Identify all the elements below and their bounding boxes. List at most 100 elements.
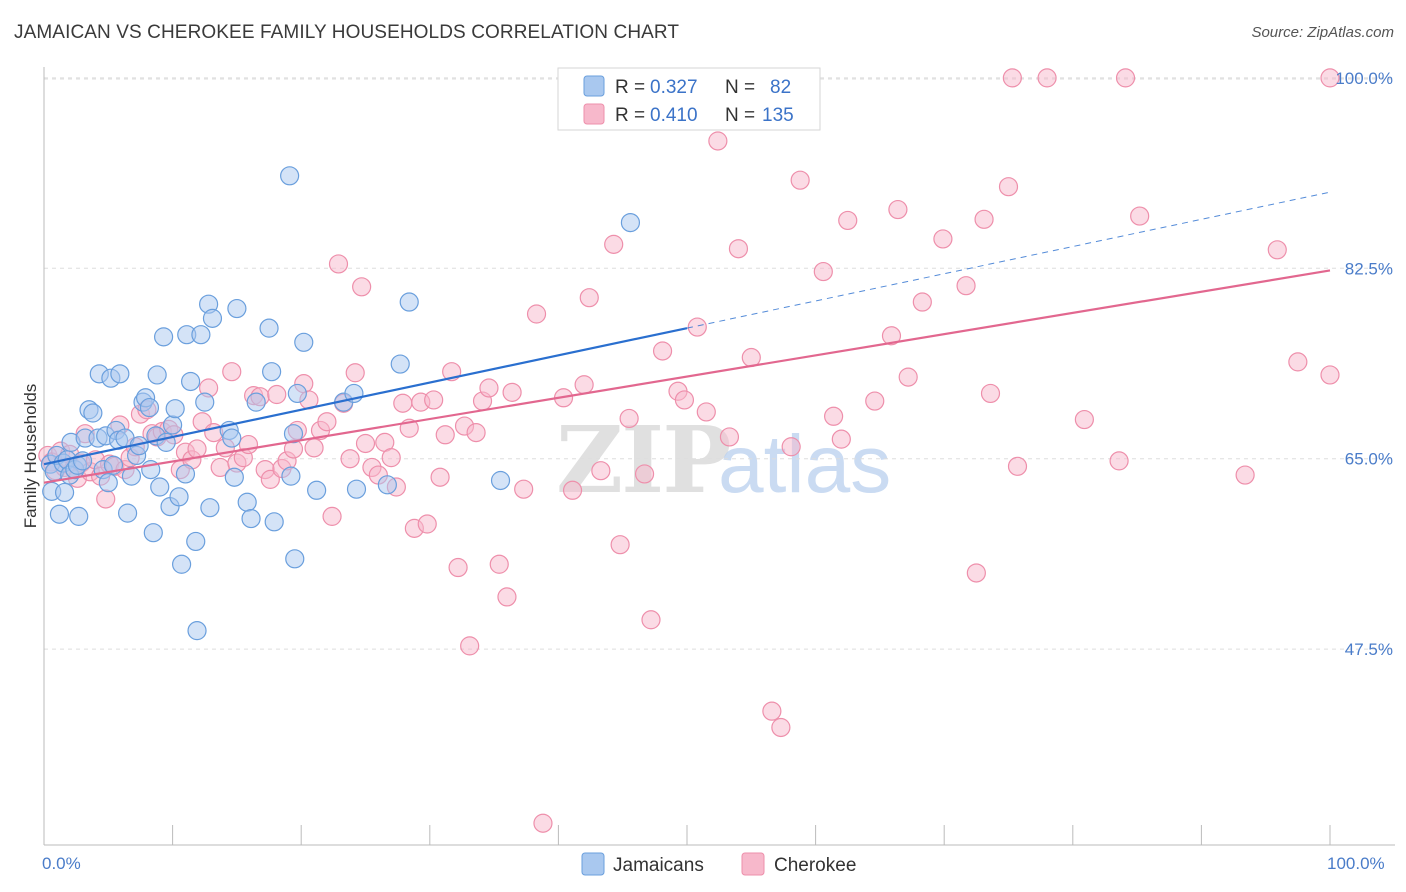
jamaicans-point-73	[307, 480, 327, 500]
cherokee-point-127	[1037, 68, 1057, 88]
cherokee-point-51	[304, 438, 324, 458]
jamaicans-point-40	[153, 327, 174, 347]
cherokee-point-109	[790, 170, 810, 190]
cherokee-point-54	[322, 506, 342, 526]
cherokee-point-136	[1320, 365, 1340, 385]
cherokee-point-104	[728, 239, 749, 259]
gridlines	[44, 77, 1395, 650]
cherokee-point-112	[831, 429, 851, 449]
cherokee-point-73	[435, 425, 455, 445]
bottom-legend-label-cherokee: Cherokee	[774, 855, 856, 876]
jamaicans-point-47	[175, 464, 196, 484]
legend-swatch-jamaicans	[583, 75, 605, 97]
cherokee-point-70	[417, 514, 437, 534]
cherokee-point-81	[489, 554, 509, 574]
jamaicans-point-59	[224, 467, 244, 487]
bottom-legend-swatch-jamaicans	[581, 852, 605, 876]
cherokee-trend-line	[43, 269, 1331, 484]
jamaicans-point-61	[237, 492, 257, 512]
legend-r-value-jamaicans: 0.327	[650, 77, 698, 98]
trend-lines	[43, 191, 1331, 484]
cherokee-point-114	[865, 391, 885, 411]
cherokee-point-83	[502, 382, 522, 402]
cherokee-point-13	[96, 489, 116, 509]
jamaicans-point-28	[117, 503, 138, 523]
cherokee-point-118	[912, 292, 932, 312]
jamaicans-point-78	[390, 354, 410, 374]
cherokee-point-95	[634, 464, 655, 484]
cherokee-point-121	[966, 563, 986, 583]
legend-n-value-jamaicans: 82	[770, 77, 791, 98]
jamaicans-point-16	[83, 403, 103, 423]
legend-r-value-cherokee: 0.410	[650, 105, 698, 126]
chart-title: JAMAICAN VS CHEROKEE FAMILY HOUSEHOLDS C…	[14, 22, 680, 43]
bottom-legend-swatch-cherokee	[741, 852, 765, 876]
cherokee-point-66	[393, 393, 413, 413]
x-tick-label-min: 0.0%	[42, 854, 81, 873]
jamaicans-point-34	[139, 397, 160, 418]
cherokee-point-130	[1115, 68, 1136, 88]
y-axis-title: Family Households	[21, 384, 40, 529]
jamaicans-point-64	[259, 318, 279, 338]
jamaicans-point-21	[98, 473, 118, 493]
cherokee-point-101	[696, 402, 716, 422]
jamaicans-point-50	[186, 531, 206, 552]
cherokee-point-108	[781, 437, 801, 457]
axes	[43, 67, 1395, 846]
cherokee-point-71	[424, 390, 444, 410]
jamaicans-point-46	[172, 554, 192, 574]
cherokee-point-55	[328, 254, 349, 274]
x-tick-label-max: 100.0%	[1327, 854, 1385, 873]
jamaicans-point-56	[202, 308, 223, 328]
jamaicans-point-68	[281, 466, 301, 486]
cherokee-point-96	[641, 610, 661, 630]
jamaicans-point-51	[187, 621, 207, 641]
legend-swatch-cherokee	[583, 103, 605, 125]
legend-r-label-jamaicans: R =	[615, 77, 645, 98]
jamaicans-point-53	[195, 392, 215, 412]
jamaicans-point-66	[264, 512, 284, 532]
cherokee-point-88	[562, 480, 583, 500]
legend-n-label-jamaicans: N =	[725, 77, 755, 98]
cherokee-point-78	[466, 423, 486, 443]
y-tick-label-2: 82.5%	[1345, 259, 1393, 278]
cherokee-point-58	[345, 363, 365, 383]
jamaicans-point-72	[294, 332, 314, 352]
jamaicans-point-60	[227, 298, 247, 319]
cherokee-point-44	[267, 384, 287, 405]
cherokee-point-124	[998, 177, 1019, 197]
jamaicans-point-79	[399, 292, 419, 312]
stats-legend: R = 0.327 N = 82 R = 0.410 N = 135	[557, 67, 821, 131]
watermark-atlas: atlas	[718, 419, 891, 510]
jamaicans-point-65	[262, 362, 282, 382]
cherokee-point-117	[898, 367, 918, 387]
cherokee-point-91	[591, 461, 611, 481]
y-tick-label-0: 47.5%	[1345, 640, 1393, 659]
cherokee-point-134	[1288, 352, 1308, 372]
cherokee-point-57	[340, 449, 360, 469]
cherokee-point-30	[187, 439, 207, 459]
jamaicans-point-80	[490, 470, 511, 491]
cherokee-point-128	[1074, 409, 1094, 430]
cherokee-point-119	[933, 229, 953, 249]
cherokee-point-116	[888, 199, 908, 220]
cherokee-point-123	[980, 383, 1001, 404]
cherokee-point-86	[533, 813, 553, 833]
jamaicans-trend-line	[43, 327, 688, 466]
y-tick-label-3: 100.0%	[1335, 69, 1393, 88]
cherokee-point-94	[619, 408, 639, 429]
legend-n-value-cherokee: 135	[762, 105, 794, 126]
y-tick-label-1: 65.0%	[1345, 450, 1393, 469]
cherokee-point-107	[771, 717, 791, 738]
legend-n-label-cherokee: N =	[725, 105, 755, 126]
jamaicans-point-76	[346, 479, 367, 499]
cherokee-point-53	[317, 412, 337, 432]
jamaicans-point-4	[49, 504, 70, 524]
cherokee-point-106	[762, 701, 782, 721]
cherokee-point-135	[1320, 68, 1340, 88]
cherokee-point-72	[430, 467, 450, 487]
cherokee-point-102	[708, 131, 728, 151]
jamaicans-points	[40, 166, 641, 641]
cherokee-point-122	[974, 209, 994, 229]
cherokee-point-59	[352, 277, 372, 297]
